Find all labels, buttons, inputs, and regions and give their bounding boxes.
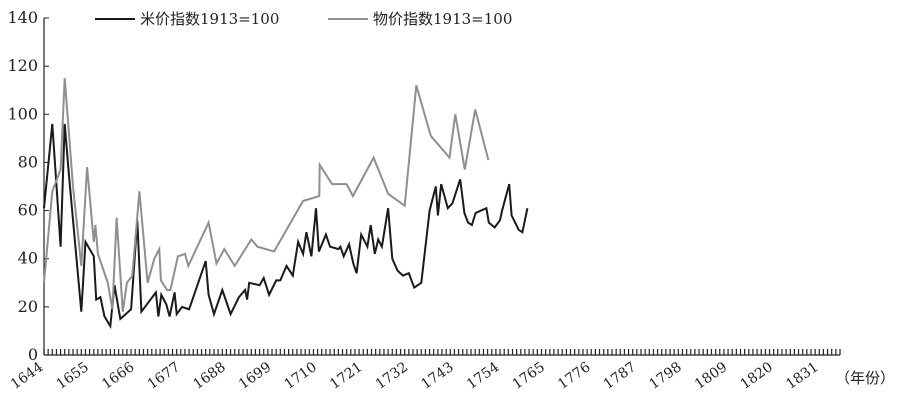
y-tick-label: 60 — [18, 201, 38, 220]
x-tick-label: 1732 — [373, 359, 411, 393]
x-tick-label: 1688 — [190, 359, 228, 393]
y-tick-label: 120 — [7, 56, 38, 75]
x-tick-label: 1765 — [510, 359, 548, 393]
x-tick-label: 1644 — [8, 359, 46, 393]
x-tick-label: 1699 — [236, 359, 274, 393]
y-tick-label: 100 — [7, 104, 38, 123]
legend: 米价指数1913=100 物价指数1913=100 — [95, 10, 512, 28]
x-tick-label: 1666 — [99, 359, 137, 393]
x-tick-label: 1710 — [282, 359, 320, 393]
x-tick-label: 1820 — [738, 359, 776, 393]
y-tick-label: 40 — [18, 249, 38, 268]
x-tick-label: 1798 — [646, 359, 684, 393]
y-tick-label: 20 — [18, 297, 38, 316]
x-tick-label: 1655 — [54, 359, 92, 393]
y-axis: 0 20 40 60 80 100 120 140 — [7, 8, 49, 364]
x-tick-label: 1776 — [555, 359, 593, 393]
series-line-price-index — [43, 78, 490, 312]
x-axis: 1644 1655 1666 1677 1688 1699 1710 1721 1732 1743… — [8, 349, 841, 393]
y-tick-label: 0 — [28, 345, 38, 364]
x-tick-label: 1721 — [327, 359, 365, 393]
legend-label-rice: 米价指数1913=100 — [140, 10, 279, 28]
y-tick-label: 80 — [18, 152, 38, 171]
x-tick-label: 1743 — [418, 359, 456, 393]
series-layer — [43, 78, 529, 330]
legend-label-price: 物价指数1913=100 — [373, 10, 512, 28]
x-tick-label: 1787 — [601, 359, 639, 393]
x-tick-label: 1754 — [464, 359, 502, 393]
x-axis-label: （年份） — [835, 369, 895, 387]
x-tick-label: 1677 — [145, 359, 183, 393]
x-tick-label: 1809 — [692, 359, 730, 393]
x-tick-label: 1831 — [783, 359, 821, 393]
y-tick-label: 140 — [7, 8, 38, 27]
